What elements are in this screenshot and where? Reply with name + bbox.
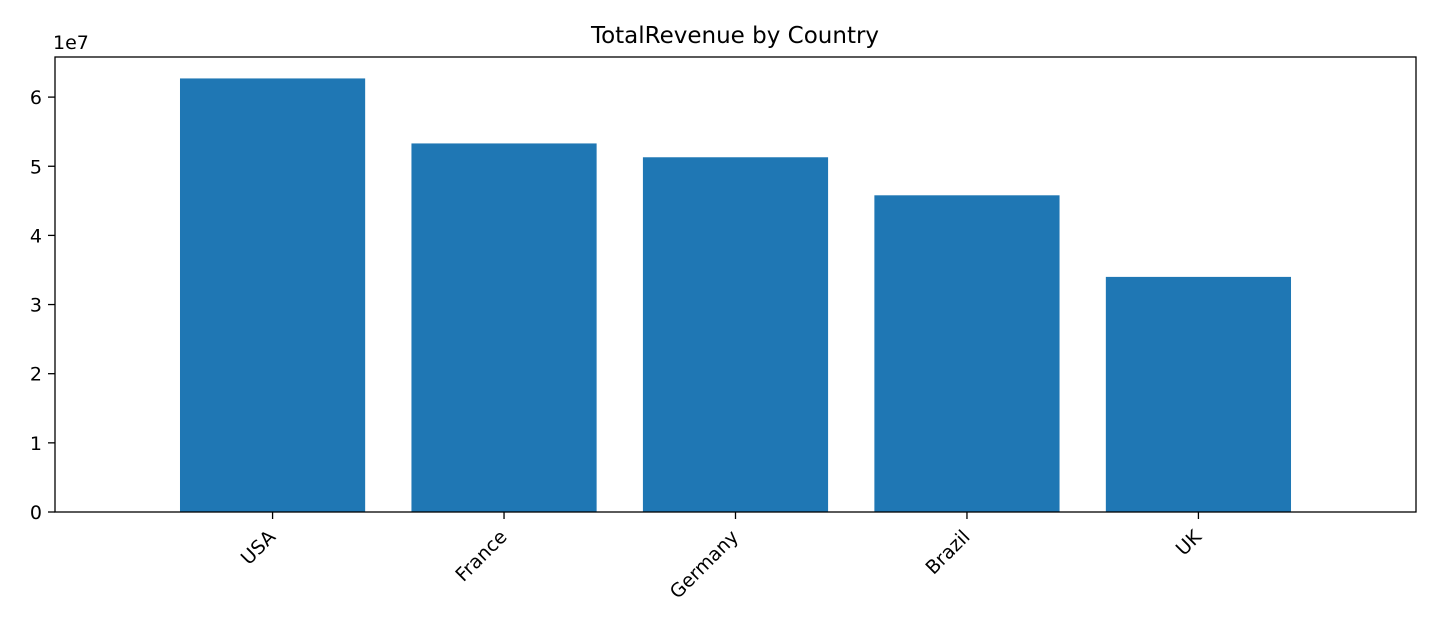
y-tick-label: 5 <box>30 156 42 178</box>
y-axis-offset-label: 1e7 <box>53 32 89 54</box>
bar-germany <box>642 157 829 512</box>
x-tick-label-france: France <box>451 526 511 586</box>
x-tick-label-usa: USA <box>237 526 280 569</box>
x-tick-label-germany: Germany <box>666 526 743 603</box>
y-tick-label: 2 <box>30 364 42 386</box>
chart-title: TotalRevenue by Country <box>590 23 879 49</box>
y-tick-label: 6 <box>30 87 42 109</box>
y-tick-label: 4 <box>30 225 42 247</box>
bars <box>179 78 1292 513</box>
y-axis: 0 1 2 3 4 5 6 <box>30 87 55 524</box>
bar-france <box>411 143 597 513</box>
y-tick-label: 1 <box>30 433 42 455</box>
y-tick-label: 0 <box>30 502 42 524</box>
y-tick-label: 3 <box>30 295 42 317</box>
x-axis: USA France Germany Brazil UK <box>237 512 1207 603</box>
x-tick-label-brazil: Brazil <box>921 526 974 579</box>
bar-brazil <box>874 195 1060 513</box>
x-tick-label-uk: UK <box>1172 526 1207 561</box>
bar-usa <box>179 78 366 513</box>
bar-uk <box>1105 276 1292 512</box>
